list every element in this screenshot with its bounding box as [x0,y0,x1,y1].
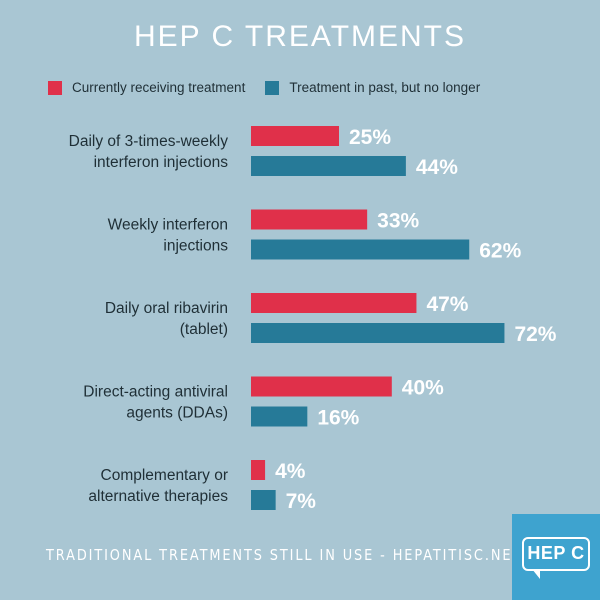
speech-bubble-tail-icon [532,569,540,579]
logo-text: HEP C [527,543,585,563]
bar-current [251,293,417,313]
data-label: 4% [275,460,306,483]
bar-past [251,323,505,343]
category-label: Weekly interferon injections [108,217,229,255]
data-label: 7% [286,490,317,513]
bar-past [251,406,308,427]
data-label: 33% [377,210,419,233]
legend-swatch-past [265,80,280,95]
legend: Currently receiving treatment Treatment … [48,80,580,95]
bar-past [251,239,470,260]
hep-c-logo: HEP C [512,514,600,600]
data-label: 16% [317,407,359,430]
data-label: 47% [426,293,468,316]
bar-current [251,209,368,230]
legend-label-past: Treatment in past, but no longer [289,80,481,95]
bar-current [251,376,392,397]
chart-title: HEP C TREATMENTS [133,20,467,53]
category-label: Daily oral ribavirin (tablet) [105,300,228,338]
legend-label-current: Currently receiving treatment [72,80,246,95]
data-label: 25% [349,126,391,149]
legend-item-current: Currently receiving treatment [48,80,245,95]
data-label: 62% [479,240,521,263]
data-label: 40% [402,377,444,400]
bar-current [251,126,339,146]
bar-past [251,156,406,176]
data-label: 72% [514,323,556,346]
speech-bubble-icon [522,537,590,571]
category-label: Daily of 3-times-weekly interferon inject… [69,133,229,171]
legend-item-past: Treatment in past, but no longer [265,80,480,95]
legend-swatch-current [48,80,62,95]
category-label: Direct-acting antiviral agents (DDAs) [83,384,228,422]
bar-past [251,490,276,510]
category-label: Complementary or alternative therapies [88,467,228,505]
footer-caption: TRADITIONAL TREATMENTS STILL IN USE - HE… [46,546,523,564]
bar-current [251,460,266,480]
data-label: 44% [416,156,458,179]
